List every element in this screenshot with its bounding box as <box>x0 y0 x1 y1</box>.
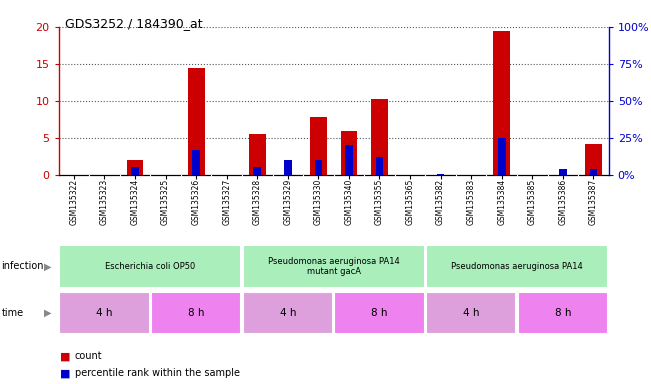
Bar <box>192 150 200 175</box>
Text: count: count <box>75 351 102 361</box>
Text: GSM135324: GSM135324 <box>130 179 139 225</box>
Text: GSM135383: GSM135383 <box>467 179 476 225</box>
Text: ■: ■ <box>60 368 70 378</box>
Text: 4 h: 4 h <box>96 308 113 318</box>
Text: 8 h: 8 h <box>555 308 571 318</box>
Bar <box>590 169 597 175</box>
Bar <box>498 138 506 175</box>
Bar <box>284 160 292 175</box>
Bar <box>585 144 602 175</box>
Text: percentile rank within the sample: percentile rank within the sample <box>75 368 240 378</box>
Bar <box>243 245 424 288</box>
Text: GSM135355: GSM135355 <box>375 179 384 225</box>
Text: GSM135365: GSM135365 <box>406 179 415 225</box>
Bar <box>314 160 322 175</box>
Text: GSM135327: GSM135327 <box>222 179 231 225</box>
Text: GSM135323: GSM135323 <box>100 179 109 225</box>
Text: GSM135382: GSM135382 <box>436 179 445 225</box>
Text: GSM135387: GSM135387 <box>589 179 598 225</box>
Text: Pseudomonas aeruginosa PA14
mutant gacA: Pseudomonas aeruginosa PA14 mutant gacA <box>268 257 400 276</box>
Text: ■: ■ <box>60 351 70 361</box>
Bar <box>376 157 383 175</box>
Bar <box>151 291 242 334</box>
Text: GSM135384: GSM135384 <box>497 179 506 225</box>
Bar <box>345 145 353 175</box>
Bar <box>559 169 566 175</box>
Bar <box>371 99 388 175</box>
Text: GSM135386: GSM135386 <box>559 179 567 225</box>
Bar <box>426 291 516 334</box>
Text: Pseudomonas aeruginosa PA14: Pseudomonas aeruginosa PA14 <box>451 262 583 271</box>
Bar <box>493 31 510 175</box>
Bar <box>249 134 266 175</box>
Bar <box>131 167 139 175</box>
Text: 4 h: 4 h <box>279 308 296 318</box>
Bar <box>243 291 333 334</box>
Text: ▶: ▶ <box>44 308 51 318</box>
Bar <box>187 68 204 175</box>
Bar <box>518 291 608 334</box>
Text: ▶: ▶ <box>44 262 51 271</box>
Text: GSM135330: GSM135330 <box>314 179 323 225</box>
Bar <box>437 174 445 175</box>
Bar <box>340 131 357 175</box>
Text: 8 h: 8 h <box>371 308 388 318</box>
Bar <box>126 160 143 175</box>
Text: GSM135325: GSM135325 <box>161 179 170 225</box>
Text: GDS3252 / 184390_at: GDS3252 / 184390_at <box>65 17 202 30</box>
Text: GSM135329: GSM135329 <box>283 179 292 225</box>
Bar <box>310 117 327 175</box>
Text: GSM135328: GSM135328 <box>253 179 262 225</box>
Bar <box>426 245 608 288</box>
Text: 8 h: 8 h <box>188 308 204 318</box>
Text: infection: infection <box>1 262 44 271</box>
Bar <box>59 245 242 288</box>
Bar <box>59 291 150 334</box>
Text: Escherichia coli OP50: Escherichia coli OP50 <box>105 262 195 271</box>
Bar <box>253 167 261 175</box>
Text: GSM135340: GSM135340 <box>344 179 353 225</box>
Text: GSM135326: GSM135326 <box>191 179 201 225</box>
Text: 4 h: 4 h <box>463 308 479 318</box>
Text: GSM135385: GSM135385 <box>528 179 537 225</box>
Text: time: time <box>1 308 23 318</box>
Text: GSM135322: GSM135322 <box>70 179 78 225</box>
Bar <box>334 291 424 334</box>
